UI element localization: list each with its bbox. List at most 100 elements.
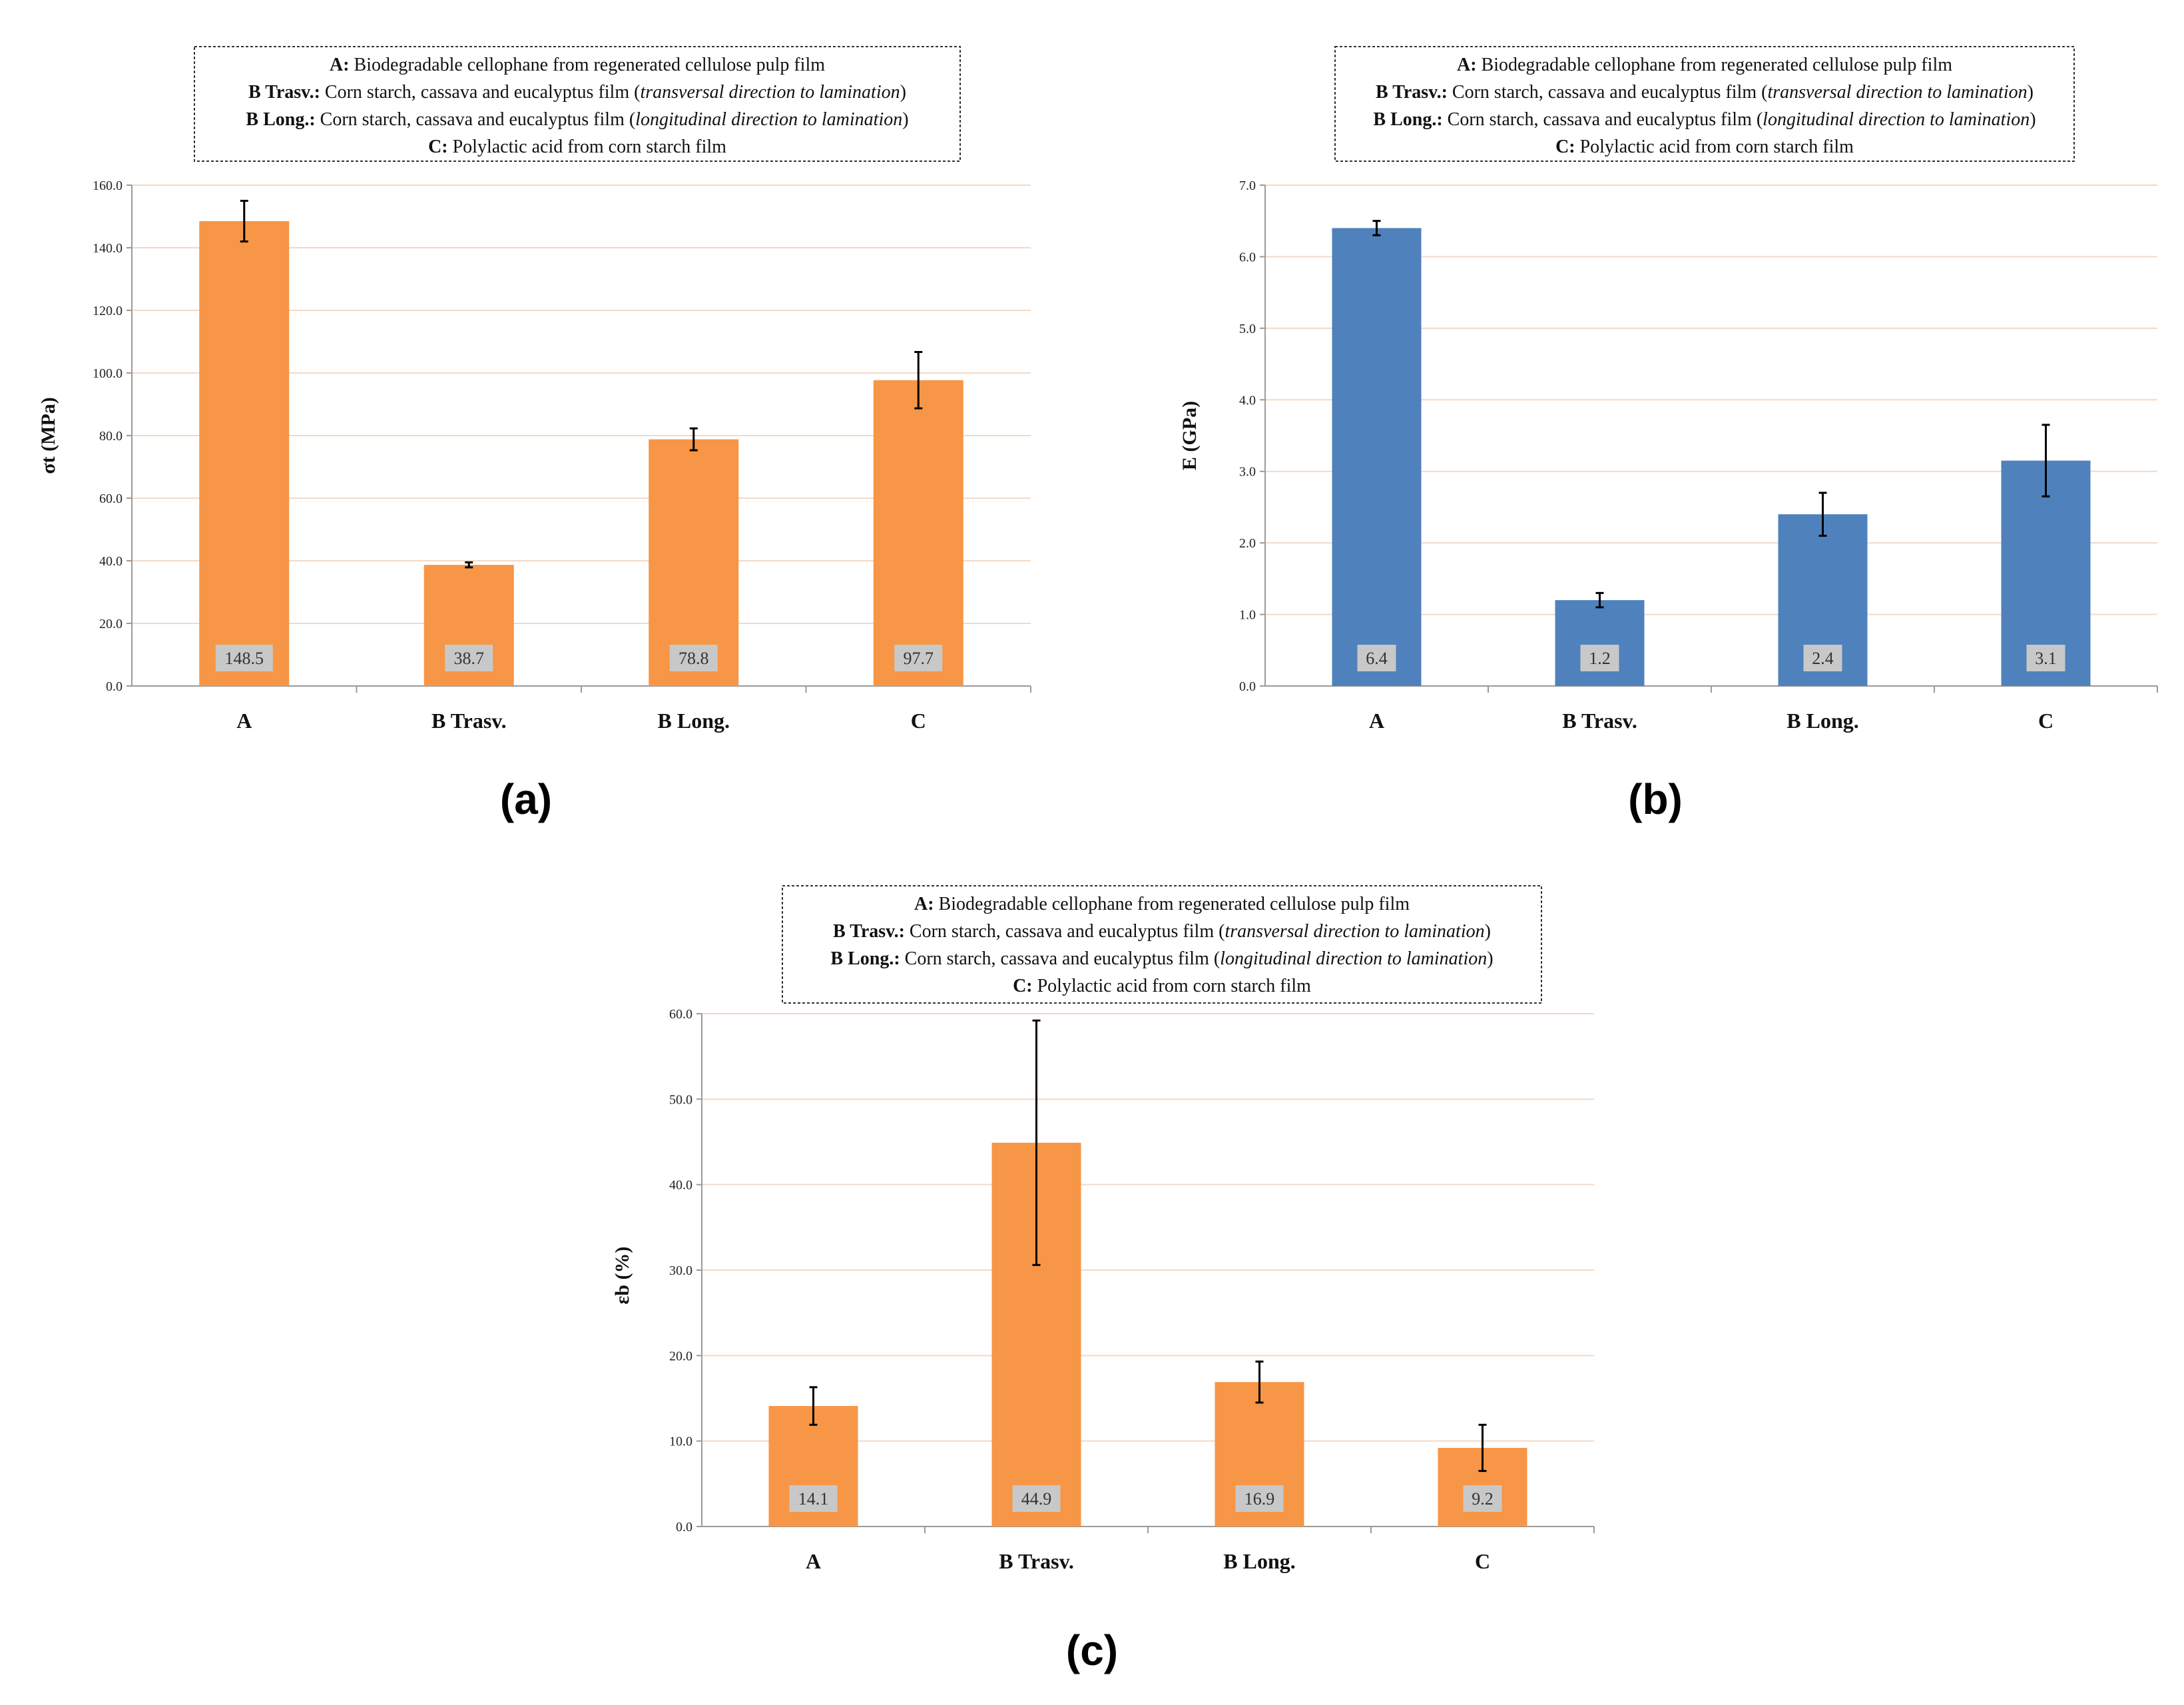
category-label: B Long.	[658, 709, 730, 733]
data-label-text: 6.4	[1366, 649, 1388, 668]
y-tick-label: 100.0	[93, 366, 123, 381]
bar-a	[1332, 228, 1422, 686]
data-label: 44.9	[1012, 1485, 1061, 1512]
legend-desc: Corn starch, cassava and eucalyptus film…	[1443, 109, 1763, 130]
y-tick-label: 60.0	[669, 1007, 692, 1022]
error-bar	[240, 200, 248, 243]
legend-tail: )	[1485, 921, 1491, 942]
y-tick-label: 6.0	[1239, 250, 1256, 264]
legend-tail: )	[2028, 82, 2034, 103]
y-tick-label: 3.0	[1239, 465, 1256, 480]
y-tick-label: 10.0	[669, 1435, 692, 1449]
legend-desc: Corn starch, cassava and eucalyptus film…	[905, 921, 1225, 942]
error-bar	[465, 561, 473, 569]
data-label: 3.1	[2026, 645, 2065, 671]
legend-desc: Corn starch, cassava and eucalyptus film…	[320, 82, 641, 103]
legend-line: A: Biodegradable cellophane from regener…	[1457, 55, 1952, 75]
data-label-text: 3.1	[2035, 649, 2057, 668]
legend-box	[782, 885, 1542, 1004]
y-tick-label: 20.0	[669, 1349, 692, 1363]
error-bar	[1032, 1019, 1041, 1266]
data-label: 78.8	[669, 645, 718, 671]
legend-c: A: Biodegradable cellophane from regener…	[782, 885, 1542, 1004]
legend-key: B Long.:	[246, 109, 315, 130]
error-bar	[809, 1386, 818, 1426]
data-label-text: 44.9	[1021, 1489, 1052, 1509]
data-label-text: 148.5	[225, 649, 264, 668]
legend-key: B Long.:	[1373, 109, 1442, 130]
legend-tail: )	[900, 82, 906, 103]
data-label-text: 14.1	[798, 1489, 829, 1509]
y-tick-label: 2.0	[1239, 536, 1256, 551]
y-tick-label: 160.0	[93, 178, 123, 193]
category-label: A	[1369, 709, 1384, 733]
category-label: C	[1475, 1549, 1490, 1573]
legend-line: A: Biodegradable cellophane from regener…	[914, 894, 1410, 914]
legend-tail: )	[2030, 109, 2036, 130]
chart-b: A: Biodegradable cellophane from regener…	[1179, 46, 2158, 823]
y-tick-label: 1.0	[1239, 608, 1256, 623]
data-label: 2.4	[1803, 645, 1842, 671]
category-label: C	[2038, 709, 2053, 733]
legend-desc: Polylactic acid from corn starch film	[1575, 137, 1854, 157]
y-tick-label: 0.0	[106, 679, 123, 694]
y-tick-label: 120.0	[93, 304, 123, 318]
y-tick-label: 60.0	[99, 492, 123, 506]
legend-line: B Trasv.: Corn starch, cassava and eucal…	[833, 921, 1491, 942]
y-tick-label: 4.0	[1239, 393, 1256, 408]
bar-a	[199, 221, 290, 686]
legend-desc: Corn starch, cassava and eucalyptus film…	[316, 109, 636, 130]
error-bar	[914, 351, 923, 410]
data-label-text: 38.7	[454, 649, 485, 668]
legend-italic: longitudinal direction to lamination	[1220, 948, 1487, 969]
error-bar	[1818, 492, 1827, 537]
legend-desc: Biodegradable cellophane from regenerate…	[1477, 55, 1953, 75]
legend-key: C:	[428, 137, 448, 157]
legend-key: A:	[330, 55, 350, 75]
bar-c	[873, 380, 963, 686]
y-tick-label: 20.0	[99, 617, 123, 631]
category-label: B Trasv.	[431, 709, 507, 733]
y-tick-label: 0.0	[1239, 679, 1256, 694]
data-label: 1.2	[1580, 645, 1619, 671]
legend-desc: Biodegradable cellophane from regenerate…	[934, 894, 1410, 914]
error-bar	[1595, 591, 1604, 609]
y-tick-label: 0.0	[676, 1520, 692, 1534]
bar-btrasv	[1555, 600, 1645, 686]
chart-a: A: Biodegradable cellophane from regener…	[37, 46, 1031, 823]
legend-key: A:	[914, 894, 934, 914]
panel-label: (a)	[500, 775, 552, 823]
y-tick-label: 5.0	[1239, 322, 1256, 336]
y-tick-label: 80.0	[99, 429, 123, 444]
error-bar	[1478, 1423, 1487, 1473]
data-label-text: 2.4	[1812, 649, 1834, 668]
category-label: B Trasv.	[1562, 709, 1637, 733]
legend-line: B Long.: Corn starch, cassava and eucaly…	[1373, 109, 2036, 130]
legend-line: B Long.: Corn starch, cassava and eucaly…	[246, 109, 908, 130]
y-axis-title: E (GPa)	[1179, 401, 1201, 470]
data-label-text: 16.9	[1244, 1489, 1275, 1509]
legend-italic: longitudinal direction to lamination	[635, 109, 902, 130]
legend-line: C: Polylactic acid from corn starch film	[428, 137, 726, 157]
legend-key: B Trasv.:	[248, 82, 320, 103]
legend-italic: longitudinal direction to lamination	[1763, 109, 2030, 130]
legend-key: C:	[1555, 137, 1575, 157]
error-bar	[2042, 424, 2050, 498]
data-label: 9.2	[1463, 1485, 1502, 1512]
data-label: 16.9	[1235, 1485, 1284, 1512]
y-tick-label: 140.0	[93, 241, 123, 256]
legend-b: A: Biodegradable cellophane from regener…	[1334, 46, 2075, 162]
legend-box	[1334, 46, 2075, 162]
data-label-text: 78.8	[679, 649, 709, 668]
legend-box	[194, 46, 961, 162]
category-label: B Trasv.	[999, 1549, 1074, 1573]
chart-c: A: Biodegradable cellophane from regener…	[611, 885, 1595, 1674]
error-bar	[1372, 220, 1381, 236]
legend-line: B Trasv.: Corn starch, cassava and eucal…	[1376, 82, 2034, 103]
legend-tail: )	[1487, 948, 1493, 969]
data-label-text: 9.2	[1472, 1489, 1494, 1509]
category-label: B Long.	[1223, 1549, 1295, 1573]
legend-desc: Biodegradable cellophane from regenerate…	[350, 55, 826, 75]
y-tick-label: 7.0	[1239, 178, 1256, 193]
legend-line: C: Polylactic acid from corn starch film	[1555, 137, 1854, 157]
